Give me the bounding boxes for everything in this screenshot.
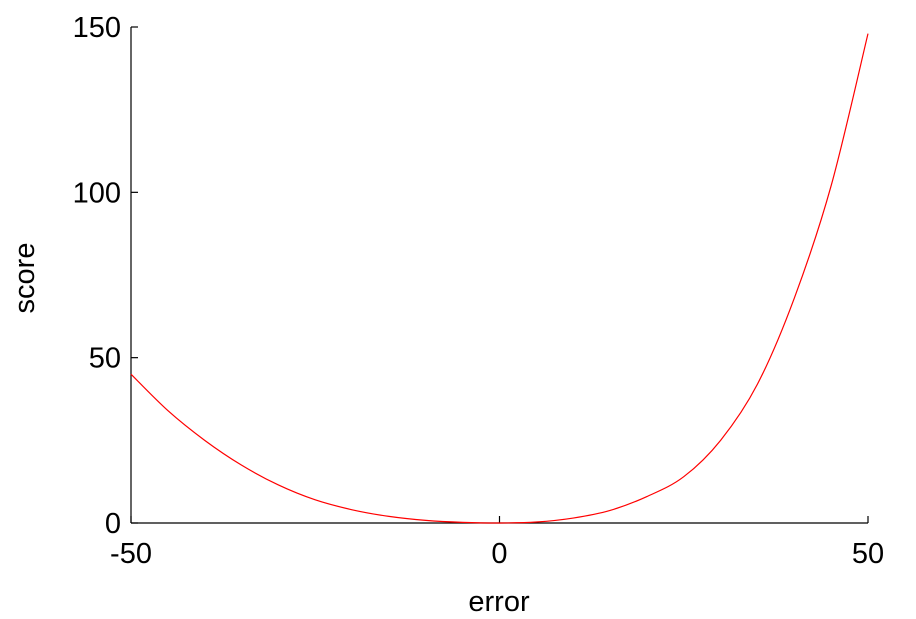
plot-frame [131,27,868,523]
score-curve [131,34,868,523]
x-tick-label: 50 [852,538,884,570]
y-tick-label: 50 [89,343,121,375]
y-tick-label: 150 [73,12,121,44]
x-tick-label: -50 [110,538,152,570]
y-tick-label: 100 [73,177,121,209]
x-tick-label: 0 [491,538,507,570]
y-axis-label: score [9,243,41,314]
y-tick-label: 0 [105,508,121,540]
x-axis-label: error [468,586,530,618]
series-layer [131,34,868,523]
